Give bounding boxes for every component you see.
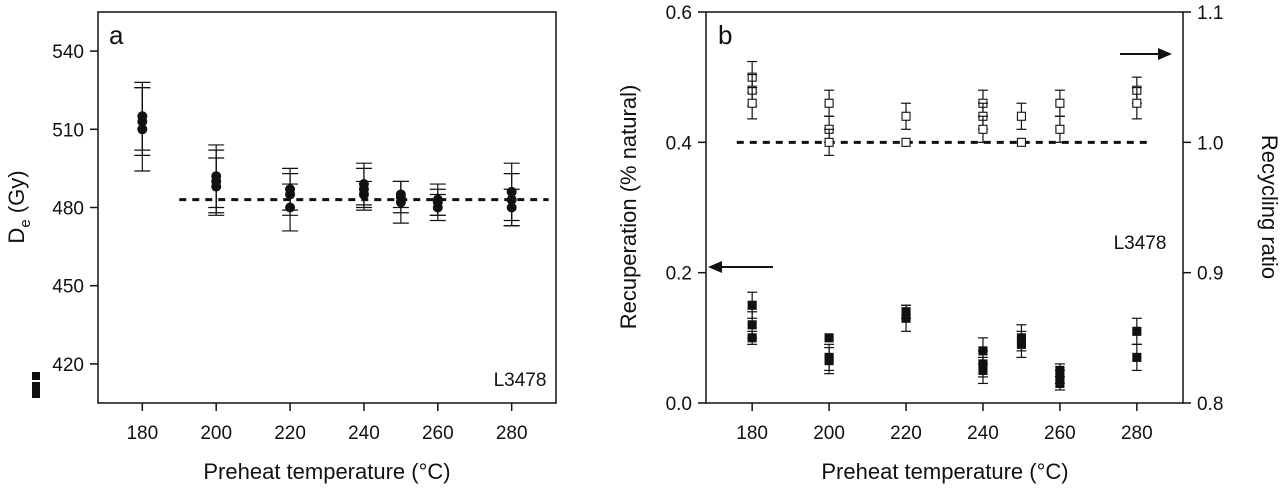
panel-b-y-tick-label: 0.0 — [666, 394, 692, 415]
panel-a-ylabel: De (Gy) — [4, 170, 34, 243]
panel-a-y-tick-label: 450 — [52, 277, 84, 298]
panel-a-data-point — [358, 179, 369, 190]
panel-b-y-tick-label: 0.4 — [666, 133, 693, 154]
panel-b-x-tick-label: 220 — [890, 423, 922, 444]
panel-a-data-point — [285, 184, 296, 195]
panel-a-data-point — [211, 171, 222, 182]
panel-a-y-tick-label: 510 — [52, 120, 84, 141]
recycling-ratio-point — [1055, 124, 1065, 134]
panel-b-xlabel: Preheat temperature (°C) — [821, 459, 1068, 484]
panel-b-annotation: L3478 — [1114, 233, 1167, 254]
panel-b-y2-ticks: 0.8 0.9 1.0 1.1 — [1183, 3, 1223, 415]
panel-b-y2-tick-label: 0.8 — [1197, 394, 1223, 415]
panel-a-y-tick-label: 420 — [52, 355, 84, 376]
recycling-ratio-point — [1055, 98, 1065, 108]
left-axis-arrow — [708, 261, 773, 273]
panel-b-y-tick-label: 0.6 — [666, 3, 692, 24]
panel-b-y2-tick-label: 1.0 — [1197, 133, 1223, 154]
recycling-ratio-point — [747, 98, 757, 108]
recycling-ratio-point — [901, 137, 911, 147]
panel-a-x-tick-label: 200 — [200, 423, 232, 444]
recuperation-point — [824, 356, 834, 366]
panel-b-label: b — [718, 20, 732, 50]
ylabel-subscript: e — [17, 219, 34, 227]
panel-b-x-tick-label: 240 — [967, 423, 999, 444]
recycling-ratio-point — [1016, 137, 1026, 147]
panel-a-data-point — [137, 111, 148, 122]
panel-b-x-ticks: 180 200 220 240 260 280 — [736, 403, 1153, 444]
panel-b-y-ticks: 0.0 0.2 0.4 0.6 — [666, 3, 706, 415]
recuperation-point — [747, 320, 757, 330]
panel-a-x-tick-label: 180 — [126, 423, 158, 444]
right-axis-arrow — [1120, 48, 1172, 60]
recycling-ratio-point — [901, 111, 911, 121]
panel-a-data-marks — [134, 81, 520, 232]
panel-a-y-tick-label: 480 — [52, 199, 84, 220]
panel-b-frame — [705, 11, 1184, 404]
recuperation-point — [978, 365, 988, 375]
panel-b-x-tick-label: 200 — [813, 423, 845, 444]
ylabel-unit: (Gy) — [4, 170, 29, 219]
recuperation-point — [901, 313, 911, 323]
recycling-ratio-point — [1132, 98, 1142, 108]
panel-a-y-tick-label: 540 — [52, 42, 84, 63]
legend-square-1 — [32, 372, 40, 380]
panel-a-label: a — [109, 20, 124, 50]
recuperation-point — [1055, 378, 1065, 389]
recuperation-point — [824, 333, 834, 343]
panel-a: a L3478 Preheat temperature (°C) De (Gy)… — [4, 11, 557, 484]
recycling-ratio-point — [824, 98, 834, 108]
recycling-ratio-point — [1016, 111, 1026, 121]
panel-a-x-tick-label: 240 — [348, 423, 380, 444]
legend-square-3 — [32, 390, 40, 398]
recycling-ratio-point — [978, 124, 988, 134]
panel-a-x-ticks: 180 200 220 240 260 280 — [126, 403, 528, 444]
panel-b-y-tick-label: 0.2 — [666, 264, 692, 285]
panel-a-xlabel: Preheat temperature (°C) — [203, 459, 450, 484]
recuperation-point — [747, 333, 757, 343]
recuperation-point — [1016, 339, 1026, 349]
panel-a-data-point — [506, 186, 517, 197]
panel-a-data-point — [432, 194, 443, 205]
panel-a-frame — [97, 11, 557, 404]
right-arrow-head — [1158, 48, 1172, 60]
panel-a-x-tick-label: 280 — [496, 423, 528, 444]
panel-b-ylabel: Recuperation (% natural) — [616, 85, 641, 330]
panel-b: b L3478 Preheat temperature (°C) Recuper… — [616, 3, 1280, 484]
recuperation-point — [1132, 352, 1142, 362]
panel-b-data-marks — [747, 60, 1142, 391]
panel-a-x-tick-label: 260 — [422, 423, 454, 444]
panel-b-y2-tick-label: 1.1 — [1197, 3, 1223, 24]
legend-marker — [32, 372, 40, 398]
recuperation-point — [747, 300, 757, 310]
legend-square-2 — [32, 382, 40, 390]
ylabel-main: D — [4, 228, 29, 244]
panel-b-y2label: Recycling ratio — [1257, 135, 1280, 279]
panel-a-x-tick-label: 220 — [274, 423, 306, 444]
recycling-ratio-point — [824, 137, 834, 147]
panel-b-y2-tick-label: 0.9 — [1197, 264, 1223, 285]
recuperation-point — [1132, 326, 1142, 336]
panel-b-x-tick-label: 180 — [736, 423, 768, 444]
panel-b-x-tick-label: 280 — [1121, 423, 1153, 444]
panel-b-x-tick-label: 260 — [1044, 423, 1076, 444]
panel-a-data-point — [395, 189, 406, 200]
left-arrow-head — [708, 261, 722, 273]
panel-a-y-ticks: 420 450 480 510 540 — [52, 42, 98, 376]
panel-a-annotation: L3478 — [494, 370, 547, 391]
